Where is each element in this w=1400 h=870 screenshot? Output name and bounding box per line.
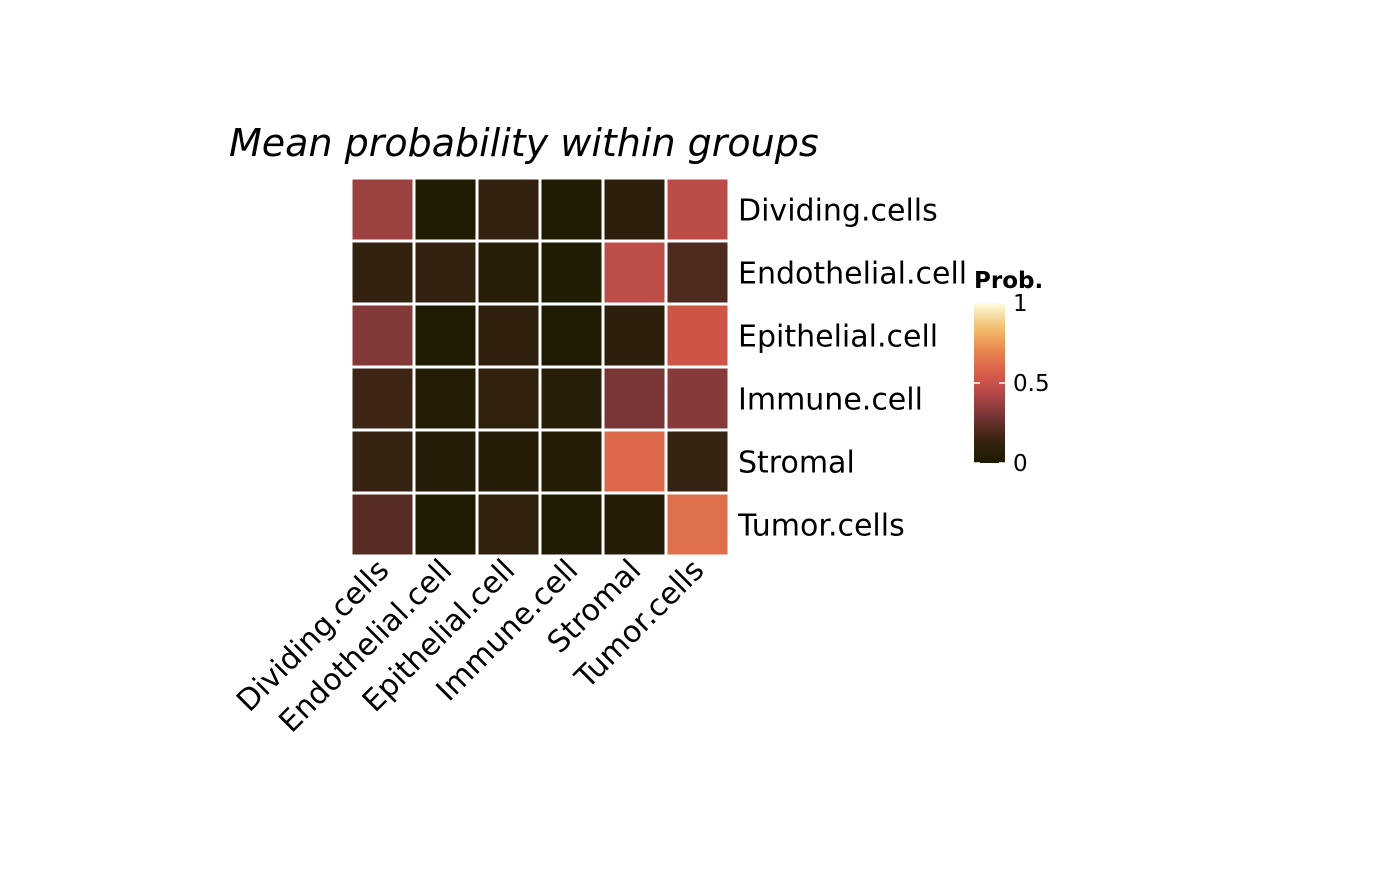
row-label: Endothelial.cell <box>738 257 967 292</box>
row-labels: Dividing.cells Endothelial.cell Epithelial… <box>737 194 967 544</box>
legend-tick-label: 0.5 <box>1013 371 1050 397</box>
heatmap-cell-Epithelial.cell-Dividing.cells <box>352 305 413 366</box>
heatmap-cell-Immune.cell-Epithelial.cell <box>478 368 539 429</box>
heatmap-cell-Epithelial.cell-Endothelial.cell <box>415 305 476 366</box>
heatmap-cell-Epithelial.cell-Epithelial.cell <box>478 305 539 366</box>
row-label: Stromal <box>738 446 855 481</box>
heatmap-cell-Epithelial.cell-Stromal <box>604 305 665 366</box>
heatmap-cell-Dividing.cells-Immune.cell <box>541 179 602 240</box>
heatmap-cell-Stromal-Stromal <box>604 431 665 492</box>
heatmap-cell-Tumor.cells-Immune.cell <box>541 494 602 555</box>
heatmap-cell-Dividing.cells-Dividing.cells <box>352 179 413 240</box>
heatmap-cell-Endothelial.cell-Dividing.cells <box>352 242 413 303</box>
heatmap-cell-Stromal-Immune.cell <box>541 431 602 492</box>
row-label: Immune.cell <box>738 383 923 418</box>
heatmap-cell-Epithelial.cell-Immune.cell <box>541 305 602 366</box>
heatmap-cell-Stromal-Tumor.cells <box>667 431 728 492</box>
legend-ticks: 00.51 <box>974 291 1050 477</box>
heatmap-cell-Endothelial.cell-Immune.cell <box>541 242 602 303</box>
heatmap-cell-Immune.cell-Endothelial.cell <box>415 368 476 429</box>
heatmap-cell-Tumor.cells-Tumor.cells <box>667 494 728 555</box>
row-label: Dividing.cells <box>738 194 938 229</box>
column-labels: Dividing.cellsEndothelial.cellEpithelial… <box>230 553 711 740</box>
heatmap-cell-Dividing.cells-Stromal <box>604 179 665 240</box>
legend-tick-label: 0 <box>1013 451 1028 477</box>
row-label: Epithelial.cell <box>738 320 938 355</box>
heatmap-cell-Immune.cell-Immune.cell <box>541 368 602 429</box>
legend-tick-label: 1 <box>1013 291 1028 317</box>
heatmap-cell-Tumor.cells-Endothelial.cell <box>415 494 476 555</box>
heatmap-cell-Stromal-Epithelial.cell <box>478 431 539 492</box>
chart-title: Mean probability within groups <box>229 121 819 165</box>
row-label: Tumor.cells <box>737 509 905 544</box>
heatmap-cell-Dividing.cells-Epithelial.cell <box>478 179 539 240</box>
heatmap-cell-Tumor.cells-Dividing.cells <box>352 494 413 555</box>
heatmap-cell-Endothelial.cell-Tumor.cells <box>667 242 728 303</box>
heatmap-cell-Stromal-Endothelial.cell <box>415 431 476 492</box>
heatmap-cell-Endothelial.cell-Endothelial.cell <box>415 242 476 303</box>
legend-title: Prob. <box>974 268 1043 294</box>
color-legend: Prob. 00.51 <box>974 268 1050 477</box>
heatmap-cell-Dividing.cells-Endothelial.cell <box>415 179 476 240</box>
heatmap-cell-Tumor.cells-Stromal <box>604 494 665 555</box>
heatmap-cell-Immune.cell-Dividing.cells <box>352 368 413 429</box>
heatmap-cell-Dividing.cells-Tumor.cells <box>667 179 728 240</box>
heatmap-cell-Endothelial.cell-Stromal <box>604 242 665 303</box>
heatmap-cell-Immune.cell-Tumor.cells <box>667 368 728 429</box>
heatmap-cell-Epithelial.cell-Tumor.cells <box>667 305 728 366</box>
heatmap-cell-Stromal-Dividing.cells <box>352 431 413 492</box>
heatmap-cell-Immune.cell-Stromal <box>604 368 665 429</box>
heatmap-cell-Tumor.cells-Epithelial.cell <box>478 494 539 555</box>
heatmap-cells <box>352 179 728 555</box>
heatmap-cell-Endothelial.cell-Epithelial.cell <box>478 242 539 303</box>
